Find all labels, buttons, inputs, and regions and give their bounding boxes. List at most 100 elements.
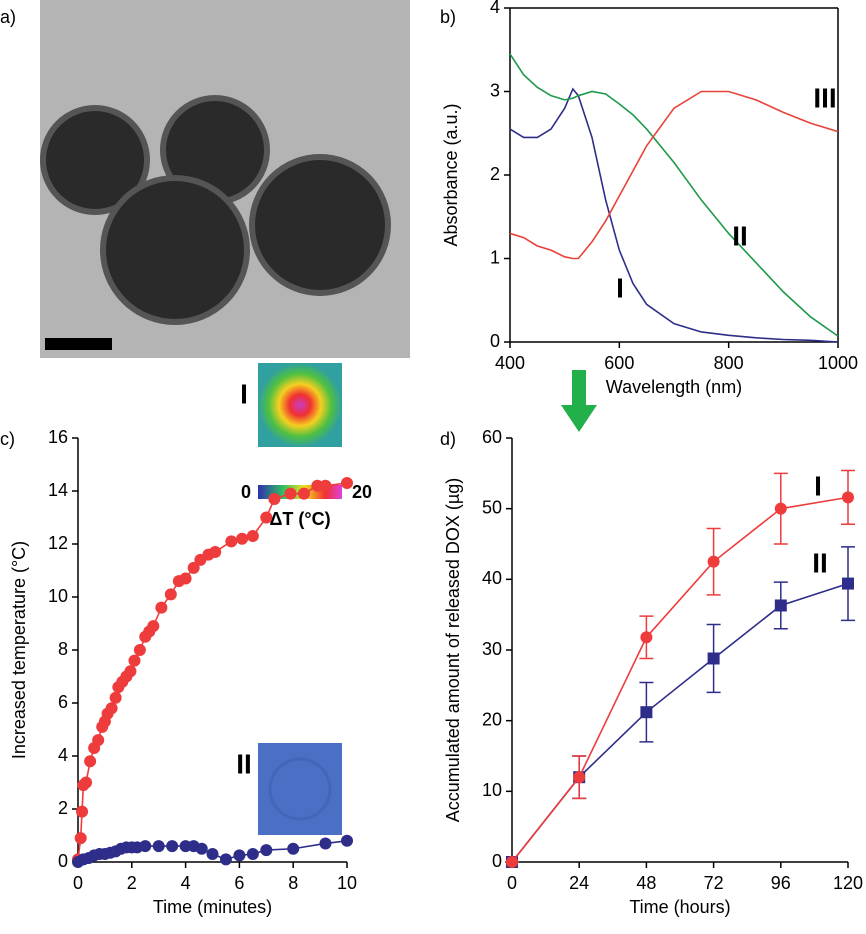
series-line [509,53,839,337]
marker [147,620,160,633]
series-label: II [812,547,828,578]
y-tick-label: 0 [492,851,502,871]
marker [179,572,192,585]
marker [209,545,222,558]
x-tick-label: 96 [771,873,791,893]
marker [128,654,141,667]
marker [774,599,787,612]
y-tick-label: 10 [482,780,502,800]
marker [260,511,273,524]
series-label: I [616,272,624,303]
x-tick-label: 24 [569,873,589,893]
marker [164,588,177,601]
y-tick-label: 60 [482,427,502,447]
colorbar-tick: 0 [241,482,251,502]
y-axis-label: Increased temperature (°C) [9,541,29,759]
series-line [511,496,849,863]
marker [842,577,854,590]
series-label: II [732,220,748,251]
marker [84,755,97,768]
y-axis-label: Absorbance (a.u.) [441,103,461,246]
marker [707,555,720,568]
marker [341,477,353,490]
marker [284,487,297,500]
y-tick-label: 0 [58,851,68,871]
marker [319,837,332,850]
marker [341,834,353,847]
y-tick-label: 12 [48,533,68,553]
marker [124,665,137,678]
marker [76,805,89,818]
marker [105,702,118,715]
x-tick-label: 800 [714,353,744,373]
marker [166,840,179,853]
colorbar-title: ΔT (°C) [269,509,330,529]
marker [260,844,273,857]
marker [109,691,122,704]
series-label: III [813,82,836,113]
tem-image [40,0,410,358]
y-tick-label: 10 [48,586,68,606]
marker [842,491,854,504]
x-tick-label: 10 [337,873,357,893]
arrow [561,370,597,432]
marker [139,840,152,853]
marker [640,631,653,644]
marker [195,842,208,855]
marker [225,535,238,548]
marker [80,776,93,789]
y-tick-label: 40 [482,568,502,588]
series-line [509,87,839,343]
y-tick-label: 16 [48,427,68,447]
x-axis-label: Wavelength (nm) [606,377,742,397]
y-tick-label: 30 [482,639,502,659]
y-tick-label: 6 [58,692,68,712]
panel-label: c) [0,429,15,449]
thermal-inset [258,363,342,835]
series-line [511,582,849,863]
x-tick-label: 1000 [818,353,858,373]
x-tick-label: 6 [234,873,244,893]
colorbar-tick: 20 [352,482,372,502]
y-tick-label: 20 [482,709,502,729]
series-label: I [814,470,822,501]
marker [774,502,787,515]
x-tick-label: 400 [495,353,525,373]
y-tick-label: 4 [490,0,500,17]
y-axis-label: Accumulated amount of released DOX (µg) [443,478,463,823]
panel-label: a) [0,7,16,27]
x-axis-label: Time (hours) [629,897,730,917]
marker [233,849,246,862]
x-axis-label: Time (minutes) [153,897,272,917]
marker [287,842,300,855]
marker [206,848,219,861]
x-tick-label: 120 [833,873,863,893]
x-tick-label: 48 [636,873,656,893]
scale-bar [45,338,112,350]
y-tick-label: 50 [482,497,502,517]
marker [74,832,87,845]
marker [155,601,168,614]
y-tick-label: 4 [58,745,68,765]
marker [573,771,586,784]
inset-label: I [240,378,248,409]
marker [268,492,281,505]
y-tick-label: 2 [490,164,500,184]
series-line [509,90,839,260]
marker [219,853,232,866]
y-tick-label: 1 [490,247,500,267]
x-tick-label: 72 [704,873,724,893]
x-tick-label: 600 [604,353,634,373]
marker [246,848,259,861]
y-tick-label: 3 [490,80,500,100]
x-tick-label: 8 [288,873,298,893]
x-tick-label: 2 [127,873,137,893]
panel-label: d) [440,429,456,449]
marker [707,652,720,665]
marker [236,532,249,545]
marker [319,479,332,492]
y-tick-label: 14 [48,480,68,500]
marker [187,561,200,574]
y-tick-label: 2 [58,798,68,818]
